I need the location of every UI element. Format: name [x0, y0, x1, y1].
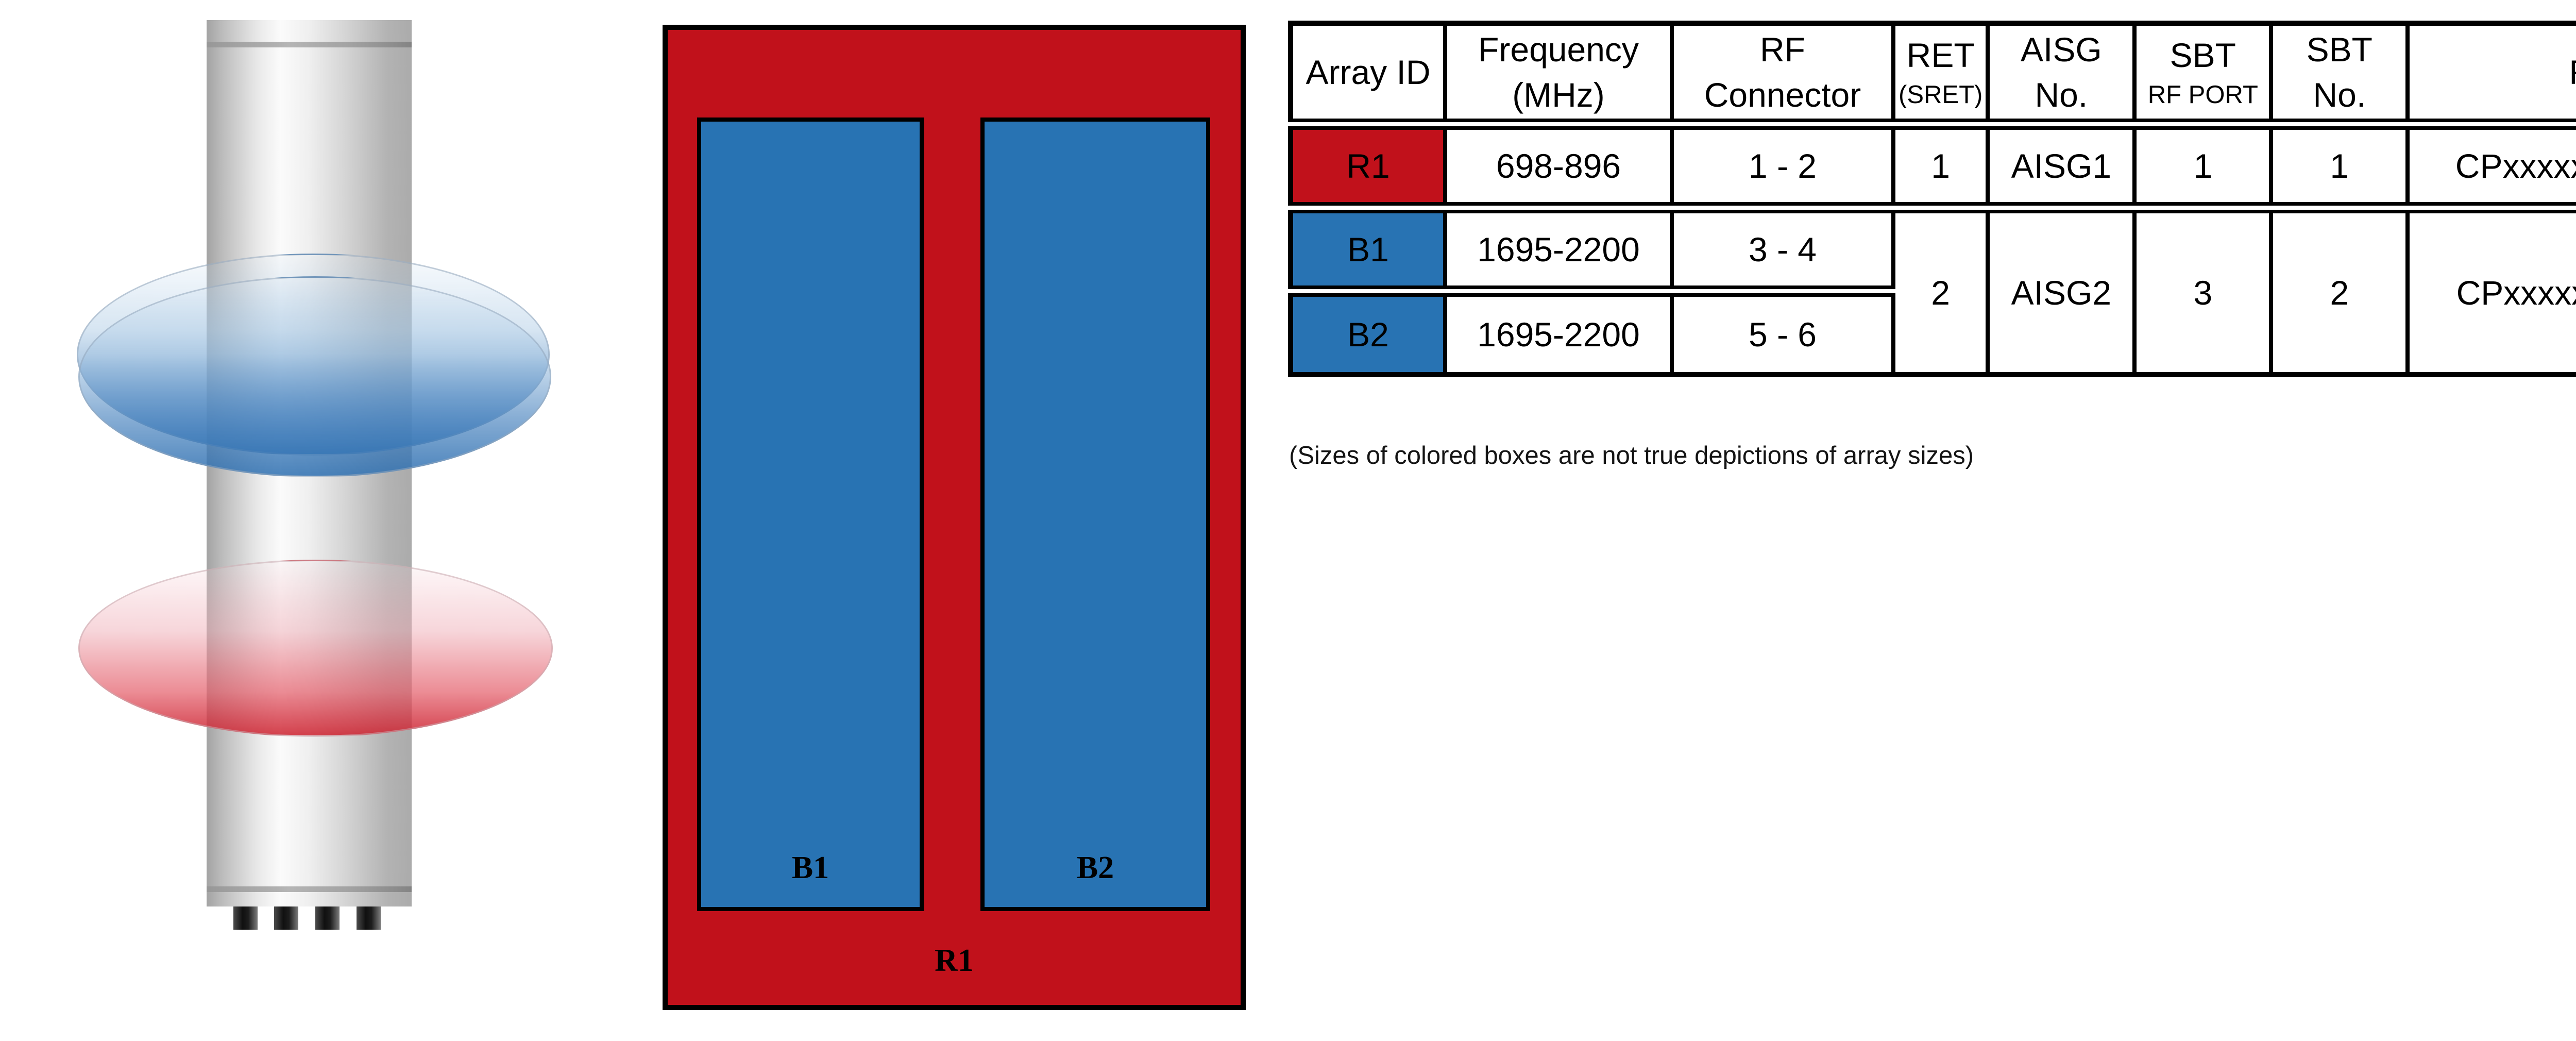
cell-ret-uid-r1: CPxxxxxxxxxxxxxxxxR1 [2405, 122, 2576, 213]
cell-aisg-no-b1-b2: AISG2 [1986, 206, 2137, 377]
cell-aisg-no-r1: AISG1 [1986, 122, 2137, 213]
red-beam-ellipse [78, 560, 553, 737]
size-disclaimer-note: (Sizes of colored boxes are not true dep… [1289, 442, 1974, 469]
col-header-ret-uid: RET UID [2405, 21, 2576, 130]
col-header-rf-connector: RF Connector [1670, 21, 1895, 130]
antenna-connector-pin [357, 906, 381, 930]
array-box-r1-label: R1 [935, 943, 974, 978]
array-box-b2-label: B2 [1076, 850, 1114, 885]
cell-frequency-b1: 1695-2200 [1443, 206, 1674, 297]
cell-sbt-rf-port-r1: 1 [2132, 122, 2274, 213]
cell-sbt-rf-port-b1-b2: 3 [2132, 206, 2274, 377]
cell-frequency-r1: 698-896 [1443, 122, 1674, 213]
blue-beam-ellipse-lower [78, 276, 551, 477]
table-row-r1: R1 698-896 1 - 2 1 AISG1 1 1 CPxxxxxxxxx… [1289, 122, 2576, 213]
antenna-bottom-cap-line [207, 886, 412, 892]
array-spec-table: Array ID Frequency (MHz) RF Connector RE… [1288, 21, 2576, 377]
table-row-b1: B1 1695-2200 3 - 4 2 AISG2 3 2 CPxxxxxxx… [1289, 206, 2576, 377]
array-box-b2: B2 [980, 117, 1210, 911]
table-row-b2: B2 1695-2200 5 - 6 [1289, 289, 2576, 377]
cell-rf-connector-b2: 5 - 6 [1670, 289, 1895, 377]
cell-sbt-no-r1: 1 [2269, 122, 2410, 213]
cell-sbt-no-b1-b2: 2 [2269, 206, 2410, 377]
cell-array-id-b1: B1 [1289, 206, 1447, 297]
col-header-sbt-no: SBT No. [2269, 21, 2410, 130]
cell-ret-sret-b1-b2: 2 [1891, 206, 1990, 377]
antenna-connector-pin [233, 906, 258, 930]
cell-rf-connector-b1: 3 - 4 [1670, 206, 1895, 297]
table-header-row: Array ID Frequency (MHz) RF Connector RE… [1289, 21, 2576, 130]
cell-ret-sret-r1: 1 [1891, 122, 1990, 213]
antenna-top-cap-line [207, 42, 412, 47]
col-header-aisg-no: AISG No. [1986, 21, 2137, 130]
array-box-b1: B1 [697, 117, 924, 911]
col-header-frequency: Frequency (MHz) [1443, 21, 1674, 130]
cell-rf-connector-r1: 1 - 2 [1670, 122, 1895, 213]
cell-array-id-b2: B2 [1289, 289, 1447, 377]
col-header-array-id: Array ID [1289, 21, 1447, 130]
cell-ret-uid-b1-b2: CPxxxxxxxxxxxxxxxxB1 [2405, 206, 2576, 377]
cell-array-id-r1: R1 [1289, 122, 1447, 213]
antenna-connector-pin [274, 906, 298, 930]
cell-frequency-b2: 1695-2200 [1443, 289, 1674, 377]
col-header-ret-sret: RET (SRET) [1891, 21, 1990, 130]
antenna-connector-pin [315, 906, 340, 930]
array-box-b1-label: B1 [791, 850, 829, 885]
col-header-sbt-rf-port: SBT RF PORT [2132, 21, 2274, 130]
